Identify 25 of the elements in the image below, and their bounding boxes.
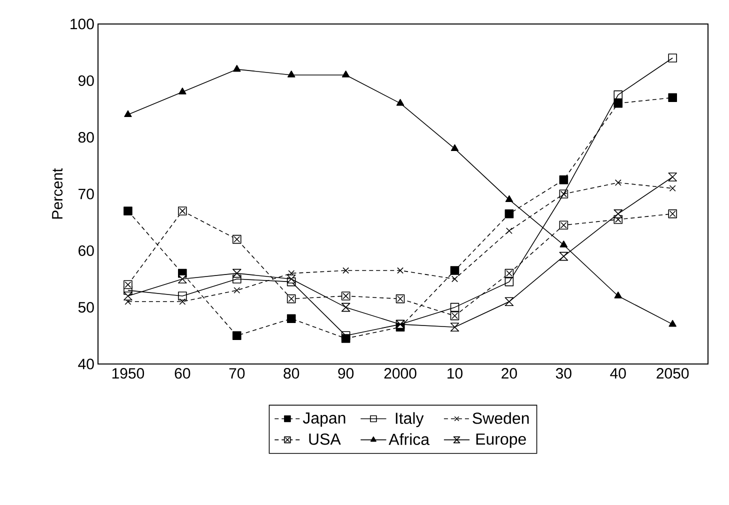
x-tick-label: 90	[338, 368, 354, 379]
x-tick-label: 70	[229, 368, 245, 379]
y-tick-label: 100	[70, 18, 94, 30]
x-tick-label: 2000	[384, 368, 416, 379]
y-axis-title: Percent	[52, 168, 63, 219]
x-tick-label: 80	[284, 368, 300, 379]
x-tick-label: 2050	[656, 368, 689, 379]
y-tick-label: 90	[78, 75, 94, 86]
y-tick-label: 80	[78, 132, 94, 143]
legend-label: Africa	[388, 433, 430, 446]
x-tick-label: 20	[502, 368, 517, 379]
x-tick-label: 30	[556, 368, 572, 379]
legend-label: Japan	[302, 412, 346, 427]
x-tick-label: 60	[174, 368, 190, 379]
y-tick-label: 40	[78, 358, 94, 370]
legend-label: Sweden	[472, 412, 529, 424]
x-tick-label: 10	[448, 368, 462, 379]
legend-label: USA	[309, 433, 341, 445]
legend-label: Europe	[476, 434, 526, 448]
x-tick-label: 40	[610, 368, 626, 379]
y-tick-label: 60	[78, 245, 94, 256]
y-tick-label: 50	[78, 302, 94, 313]
x-tick-label: 1950	[112, 368, 144, 379]
y-tick-label: 70	[78, 188, 94, 200]
legend-label: Italy	[396, 412, 424, 428]
